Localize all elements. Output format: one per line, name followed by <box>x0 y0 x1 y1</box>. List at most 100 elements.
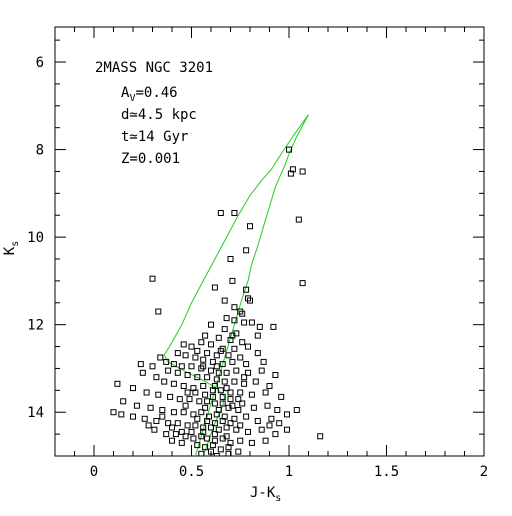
star-point <box>180 409 187 416</box>
star-point <box>159 407 166 413</box>
star-point <box>258 367 265 374</box>
star-point <box>231 378 238 385</box>
star-point <box>167 393 174 400</box>
star-point <box>248 439 255 446</box>
star-point <box>204 398 211 405</box>
star-point <box>227 396 234 403</box>
star-point <box>202 444 209 451</box>
star-point <box>219 400 226 407</box>
star-point <box>149 275 156 282</box>
star-point <box>272 431 279 438</box>
star-point <box>184 372 191 378</box>
star-point <box>252 378 259 385</box>
star-point <box>225 404 232 411</box>
star-point <box>120 398 127 405</box>
star-point <box>202 332 209 339</box>
star-point <box>293 407 300 413</box>
star-point <box>221 297 228 304</box>
star-point <box>192 354 199 361</box>
star-point <box>198 409 205 416</box>
star-point <box>233 426 240 433</box>
star-point <box>155 308 162 315</box>
star-point <box>114 380 121 387</box>
star-point <box>239 310 246 317</box>
star-point <box>243 286 250 293</box>
star-point <box>266 383 273 389</box>
star-point <box>200 424 207 431</box>
star-point <box>215 369 222 376</box>
y-axis-label: Ks <box>2 241 21 255</box>
star-point <box>245 369 251 376</box>
star-point <box>213 363 220 370</box>
star-point <box>262 437 269 444</box>
star-point <box>223 369 230 376</box>
star-point <box>254 350 261 357</box>
star-point <box>243 361 250 368</box>
x-axis-label-main: J-K <box>250 485 276 501</box>
star-point <box>217 446 224 453</box>
axis-tick-labels: 0 0.5 1 1.5 2 6 8 10 12 14 <box>27 55 488 480</box>
star-point <box>182 352 189 359</box>
star-point <box>241 319 248 326</box>
star-point <box>276 420 283 427</box>
star-point <box>223 315 230 322</box>
star-point <box>235 396 242 403</box>
star-point <box>241 374 248 381</box>
star-point <box>194 442 201 449</box>
star-point <box>133 402 140 409</box>
isochrone-curves <box>163 114 309 456</box>
star-point <box>151 426 158 433</box>
star-point <box>147 404 154 411</box>
x-axis-label-subscript: s <box>275 493 281 504</box>
star-point <box>200 356 207 363</box>
annotation-extinction-value: =0.46 <box>135 85 177 101</box>
annotation-age: t≃14 Gyr <box>121 129 188 145</box>
star-point <box>295 216 302 223</box>
star-point <box>231 317 238 324</box>
star-point <box>192 422 199 429</box>
axis-ticks <box>54 27 485 457</box>
star-point <box>153 374 160 381</box>
star-point <box>208 341 214 348</box>
star-point <box>149 363 156 370</box>
star-point <box>110 409 117 416</box>
star-point <box>243 247 250 254</box>
star-point <box>231 210 238 216</box>
star-point <box>245 295 251 302</box>
star-point <box>248 319 255 326</box>
star-point <box>209 442 216 449</box>
star-point <box>198 433 205 440</box>
star-point <box>317 433 324 440</box>
star-point <box>178 439 185 446</box>
chart-title: 2MASS NGC 3201 <box>95 60 213 76</box>
star-point <box>178 428 185 435</box>
star-point <box>217 347 224 354</box>
star-point <box>157 354 164 361</box>
star-point <box>211 383 218 389</box>
star-point <box>204 350 211 357</box>
star-point <box>284 426 290 433</box>
star-point <box>180 341 187 348</box>
star-point <box>221 378 228 385</box>
star-point <box>145 422 152 429</box>
star-point <box>184 389 191 396</box>
star-point <box>225 450 232 456</box>
star-point <box>143 389 150 396</box>
star-point <box>202 391 209 398</box>
star-point <box>264 402 271 409</box>
star-point <box>208 367 214 374</box>
star-point <box>213 453 220 456</box>
star-point <box>118 411 125 418</box>
star-point <box>299 280 306 287</box>
x-tick-label: 1.5 <box>374 464 399 480</box>
star-point <box>153 418 160 424</box>
star-point <box>213 376 220 383</box>
y-tick-label: 8 <box>36 143 44 159</box>
y-axis-label-main: K <box>2 246 18 255</box>
star-point <box>170 380 177 387</box>
star-point <box>211 420 218 427</box>
annotation-metallicity: Z=0.001 <box>121 151 180 167</box>
star-point <box>223 433 230 440</box>
star-point <box>165 367 172 374</box>
